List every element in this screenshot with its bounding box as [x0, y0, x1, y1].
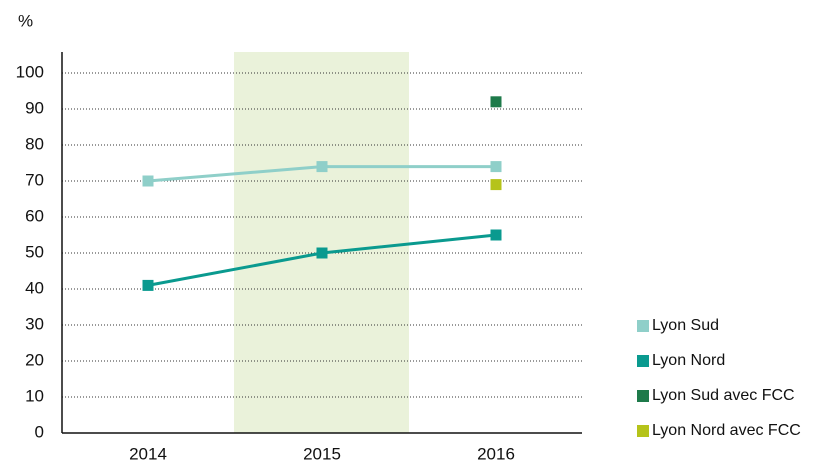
y-tick-label: 20 [25, 350, 44, 369]
x-tick-label: 2015 [303, 444, 341, 463]
point-marker [316, 247, 328, 259]
y-tick-label: 30 [25, 314, 44, 333]
point-marker [316, 161, 328, 173]
x-tick-label: 2014 [129, 444, 167, 463]
point-marker [490, 179, 502, 191]
legend-label: Lyon Sud avec FCC [652, 387, 795, 404]
y-tick-label: 0 [35, 422, 44, 441]
legend-label: Lyon Nord [652, 352, 725, 369]
y-tick-label: 50 [25, 242, 44, 261]
y-tick-label: 10 [25, 386, 44, 405]
legend-swatch [637, 320, 649, 332]
y-tick-label: 40 [25, 278, 44, 297]
y-tick-label: 80 [25, 134, 44, 153]
point-marker [490, 161, 502, 173]
legend-label: Lyon Sud [652, 317, 719, 334]
legend-label: Lyon Nord avec FCC [652, 422, 801, 439]
legend-swatch [637, 425, 649, 437]
point-marker [490, 229, 502, 241]
y-tick-label: 90 [25, 98, 44, 117]
point-marker [142, 175, 154, 187]
legend-swatch [637, 390, 649, 402]
y-axis-label: % [18, 11, 33, 30]
point-marker [142, 279, 154, 291]
point-marker [490, 96, 502, 108]
legend-swatch [637, 355, 649, 367]
y-tick-label: 100 [16, 62, 44, 81]
highlight-band [234, 52, 409, 433]
y-tick-label: 60 [25, 206, 44, 225]
x-tick-label: 2016 [477, 444, 515, 463]
y-tick-label: 70 [25, 170, 44, 189]
